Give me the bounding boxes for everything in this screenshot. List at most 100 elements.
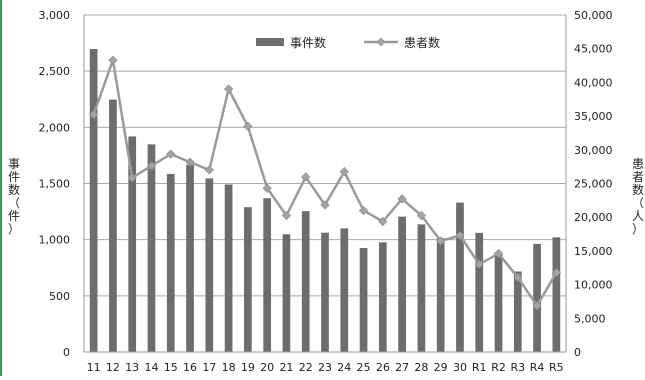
left-tick-label: 2,000: [39, 121, 71, 134]
x-tick-label: 11: [87, 361, 101, 374]
x-tick-label: R5: [549, 361, 564, 374]
left-axis-title: 事件数（件）: [8, 157, 20, 236]
bar: [301, 211, 310, 352]
legend-bar-label: 事件数: [290, 35, 326, 50]
line-marker: [416, 210, 427, 221]
axis-titles: 事件数（件） 患者数（人）: [8, 157, 644, 236]
bar: [378, 242, 387, 352]
bar: [147, 144, 156, 352]
x-tick-label: 22: [299, 361, 313, 374]
x-tick-label: 17: [202, 361, 216, 374]
x-axis-ticks: 11 12 13 14 15 16 17 18 19 20 21 22 23 24 25 26 27 28 29 30…: [87, 361, 564, 374]
right-tick-label: 15,000: [574, 245, 613, 258]
left-tick-label: 2,500: [39, 65, 71, 78]
line-marker: [532, 301, 542, 311]
line-marker: [436, 236, 446, 246]
line-marker: [455, 230, 465, 241]
line-marker: [108, 55, 118, 65]
line-marker: [243, 121, 253, 131]
x-tick-label: 26: [376, 361, 390, 374]
x-tick-label: 16: [183, 361, 197, 374]
x-tick-label: 30: [453, 361, 467, 374]
line-marker: [378, 216, 388, 227]
x-tick-label: 20: [260, 361, 274, 374]
right-axis-ticks: 0 5,000 10,000 15,000 20,000 25,000 30,000 35,0…: [574, 9, 613, 359]
line-marker: [493, 248, 504, 259]
left-axis-ticks: 0 500 1,000 1,500 2,000 2,500 3,000: [39, 9, 71, 359]
x-tick-label: 23: [318, 361, 332, 374]
bar: [552, 237, 561, 352]
x-tick-label: 21: [279, 361, 293, 374]
line-marker: [397, 194, 407, 204]
bar: [359, 247, 368, 352]
legend-line-label: 患者数: [404, 35, 440, 50]
right-tick-label: 40,000: [574, 76, 613, 89]
line-marker: [513, 272, 523, 282]
x-tick-label: 15: [164, 361, 178, 374]
line-marker: [358, 205, 369, 216]
line-marker: [185, 157, 195, 167]
x-tick-label: 19: [241, 361, 255, 374]
line-marker: [281, 210, 292, 221]
bar: [166, 173, 175, 352]
right-axis-title: 患者数（人）: [632, 157, 644, 236]
bar: [128, 136, 137, 352]
left-accent-stripe: [0, 0, 2, 376]
right-tick-label: 20,000: [574, 211, 613, 224]
bar-series: [89, 49, 561, 353]
left-tick-label: 1,500: [39, 178, 71, 191]
right-tick-label: 45,000: [574, 43, 613, 56]
left-tick-label: 500: [49, 290, 70, 303]
line-marker: [223, 84, 234, 94]
bar: [224, 184, 233, 352]
bar: [244, 207, 252, 352]
bar: [436, 238, 445, 352]
right-tick-label: 30,000: [574, 144, 613, 157]
x-tick-label: 25: [357, 361, 371, 374]
bar: [282, 234, 291, 352]
bar: [456, 202, 464, 352]
bar: [186, 164, 194, 352]
right-tick-label: 25,000: [574, 178, 613, 191]
bar: [109, 99, 117, 352]
x-tick-label: 13: [125, 361, 139, 374]
line-marker: [551, 267, 561, 278]
bar: [513, 271, 522, 352]
x-tick-label: 29: [434, 361, 448, 374]
grid-lines: [84, 14, 566, 297]
bar: [398, 216, 406, 352]
left-tick-label: 3,000: [39, 9, 71, 22]
line-marker: [301, 172, 311, 182]
line-marker: [320, 200, 330, 210]
right-tick-label: 0: [574, 346, 581, 359]
bar: [321, 232, 329, 352]
x-tick-label: 18: [222, 361, 236, 374]
line-marker: [166, 149, 176, 159]
bar: [494, 252, 503, 352]
x-tick-label: 28: [414, 361, 428, 374]
bar: [475, 232, 484, 352]
x-tick-label: R1: [472, 361, 487, 374]
bar: [340, 228, 349, 352]
right-tick-label: 10,000: [574, 279, 613, 292]
right-tick-label: 50,000: [574, 9, 613, 22]
line-series: [89, 55, 561, 311]
bar: [89, 49, 98, 353]
line-marker: [146, 161, 157, 171]
x-tick-label: 12: [106, 361, 120, 374]
bar: [205, 178, 214, 352]
x-tick-label: 14: [144, 361, 158, 374]
line-marker: [474, 259, 484, 269]
x-tick-label: 24: [337, 361, 351, 374]
line-marker: [262, 183, 272, 193]
x-tick-label: R3: [510, 361, 525, 374]
legend-line-marker: [376, 37, 386, 47]
legend: 事件数 患者数: [256, 35, 440, 50]
x-tick-label: R4: [530, 361, 545, 374]
right-tick-label: 5,000: [574, 312, 606, 325]
line-marker: [89, 110, 99, 120]
right-tick-label: 35,000: [574, 110, 613, 123]
line-marker: [204, 165, 214, 175]
